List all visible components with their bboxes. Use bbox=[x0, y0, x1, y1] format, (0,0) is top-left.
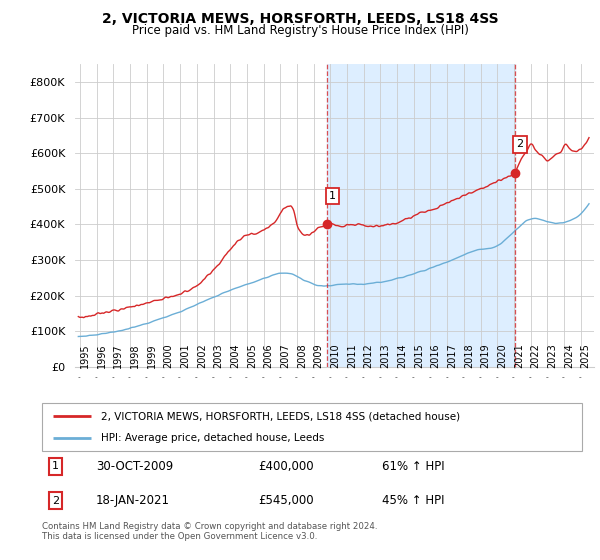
Text: 2007: 2007 bbox=[280, 344, 290, 368]
Text: 1996: 1996 bbox=[97, 344, 107, 368]
Bar bbox=[328, 64, 515, 367]
Text: 2003: 2003 bbox=[214, 344, 224, 368]
Text: 1: 1 bbox=[52, 461, 59, 472]
Text: 30-OCT-2009: 30-OCT-2009 bbox=[96, 460, 173, 473]
Text: 61% ↑ HPI: 61% ↑ HPI bbox=[382, 460, 445, 473]
Text: Price paid vs. HM Land Registry's House Price Index (HPI): Price paid vs. HM Land Registry's House … bbox=[131, 24, 469, 37]
Text: 2021: 2021 bbox=[514, 344, 524, 368]
Text: 45% ↑ HPI: 45% ↑ HPI bbox=[382, 494, 445, 507]
Text: 2: 2 bbox=[516, 139, 523, 150]
Text: 2009: 2009 bbox=[314, 344, 323, 368]
Text: 2012: 2012 bbox=[364, 344, 374, 368]
Text: 2020: 2020 bbox=[497, 344, 507, 368]
Text: 2018: 2018 bbox=[464, 344, 474, 368]
Text: Contains HM Land Registry data © Crown copyright and database right 2024.
This d: Contains HM Land Registry data © Crown c… bbox=[42, 522, 377, 542]
Text: 2, VICTORIA MEWS, HORSFORTH, LEEDS, LS18 4SS: 2, VICTORIA MEWS, HORSFORTH, LEEDS, LS18… bbox=[101, 12, 499, 26]
Text: 2006: 2006 bbox=[263, 344, 274, 368]
Text: 2017: 2017 bbox=[447, 344, 457, 368]
Text: £545,000: £545,000 bbox=[258, 494, 314, 507]
FancyBboxPatch shape bbox=[42, 403, 582, 451]
Text: 2013: 2013 bbox=[380, 344, 391, 368]
Text: 18-JAN-2021: 18-JAN-2021 bbox=[96, 494, 170, 507]
Text: 2019: 2019 bbox=[481, 344, 491, 368]
Text: HPI: Average price, detached house, Leeds: HPI: Average price, detached house, Leed… bbox=[101, 433, 325, 443]
Text: 2008: 2008 bbox=[297, 344, 307, 368]
Text: 2004: 2004 bbox=[230, 344, 240, 368]
Text: 2001: 2001 bbox=[180, 344, 190, 368]
Text: 2, VICTORIA MEWS, HORSFORTH, LEEDS, LS18 4SS (detached house): 2, VICTORIA MEWS, HORSFORTH, LEEDS, LS18… bbox=[101, 411, 461, 421]
Text: 2011: 2011 bbox=[347, 344, 357, 368]
Text: 2015: 2015 bbox=[414, 344, 424, 368]
Text: 1997: 1997 bbox=[113, 344, 124, 368]
Text: 2014: 2014 bbox=[397, 344, 407, 368]
Text: £400,000: £400,000 bbox=[258, 460, 314, 473]
Text: 2002: 2002 bbox=[197, 344, 207, 368]
Text: 2022: 2022 bbox=[530, 344, 541, 368]
Text: 2: 2 bbox=[52, 496, 59, 506]
Text: 1: 1 bbox=[329, 191, 336, 201]
Text: 1999: 1999 bbox=[147, 344, 157, 368]
Text: 1995: 1995 bbox=[80, 344, 90, 368]
Text: 1998: 1998 bbox=[130, 344, 140, 368]
Text: 2023: 2023 bbox=[547, 344, 557, 368]
Text: 2024: 2024 bbox=[564, 344, 574, 368]
Text: 2005: 2005 bbox=[247, 344, 257, 368]
Text: 2010: 2010 bbox=[331, 344, 340, 368]
Text: 2016: 2016 bbox=[430, 344, 440, 368]
Text: 2025: 2025 bbox=[581, 344, 590, 368]
Text: 2000: 2000 bbox=[163, 344, 173, 368]
